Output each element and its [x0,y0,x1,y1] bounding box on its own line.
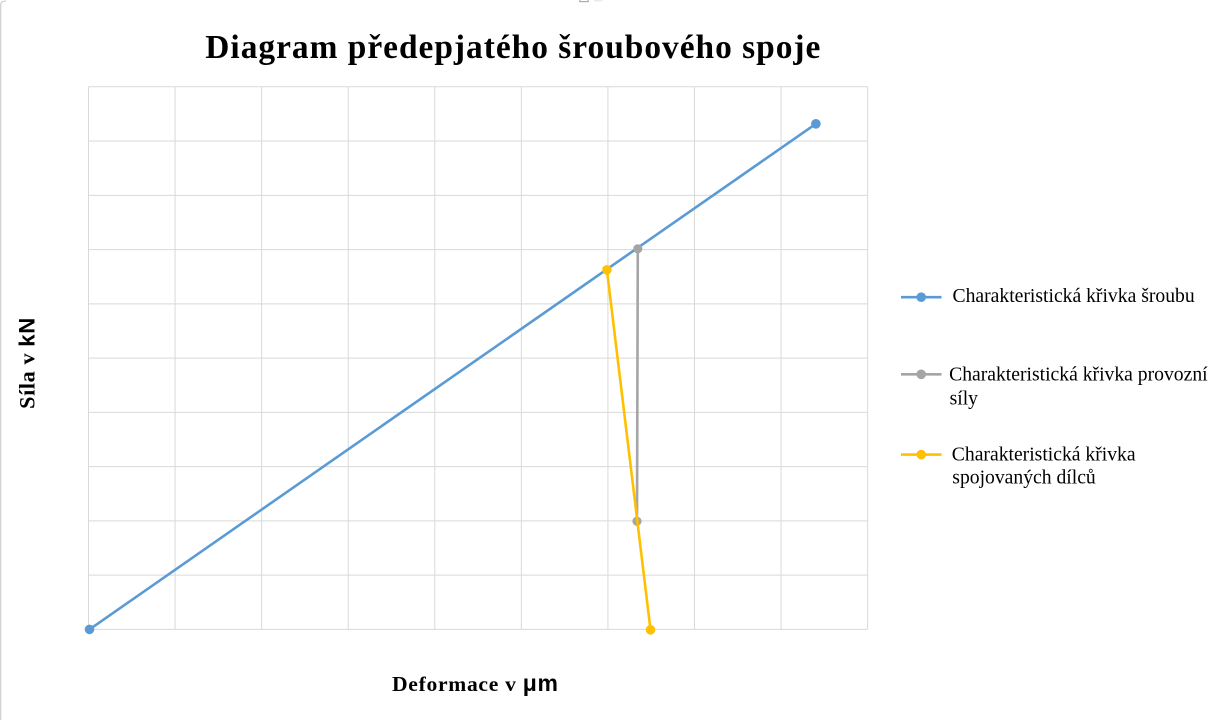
svg-text:Charakteristická křivka šroubu: Charakteristická křivka šroubu [953,285,1195,307]
svg-text:Charakteristická křivka: Charakteristická křivka [952,444,1136,466]
svg-text:Charakteristická křivka provoz: Charakteristická křivka provozní [949,364,1208,386]
svg-text:spojovaných dílců: spojovaných dílců [952,466,1096,488]
svg-text:Síla v kN: Síla v kN [15,317,40,409]
svg-text:síly: síly [950,388,979,410]
svg-text:Deformace v μm: Deformace v μm [392,670,559,696]
svg-text:Diagram předepjatého šroubovéh: Diagram předepjatého šroubového spoje [205,29,821,66]
